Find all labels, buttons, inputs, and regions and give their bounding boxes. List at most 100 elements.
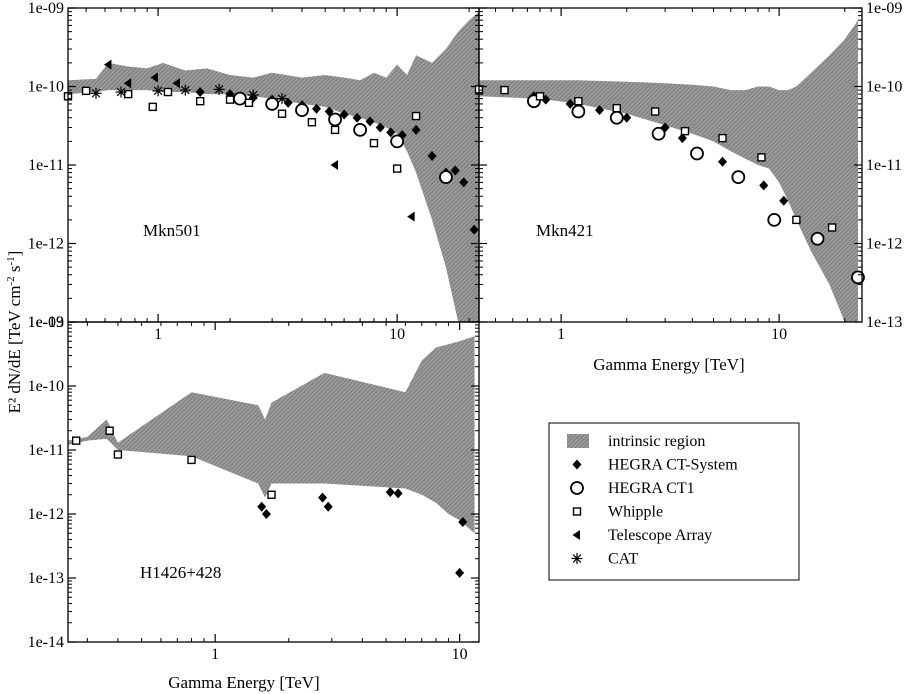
panel-label: Mkn501 bbox=[143, 221, 201, 240]
point-diamond bbox=[318, 492, 328, 503]
point-diamond bbox=[450, 165, 460, 176]
point-circle bbox=[353, 122, 368, 137]
y-tick-label: 1e-10 bbox=[28, 79, 64, 96]
point-circle bbox=[439, 170, 453, 185]
y-tick-label: 1e-12 bbox=[28, 506, 64, 523]
point-diamond bbox=[427, 151, 437, 162]
point-triangle-left bbox=[150, 72, 158, 83]
point-diamond bbox=[339, 109, 349, 120]
point-diamond bbox=[622, 112, 632, 123]
point-diamond bbox=[261, 509, 271, 519]
point-diamond bbox=[595, 105, 605, 116]
point-square bbox=[500, 85, 509, 95]
point-square bbox=[163, 87, 173, 97]
legend-marker-circle bbox=[570, 481, 584, 495]
x-tick-label: 1 bbox=[211, 646, 219, 663]
y-tick-label: 1e-10 bbox=[866, 79, 902, 96]
point-diamond bbox=[312, 103, 322, 114]
point-square bbox=[124, 89, 133, 99]
point-diamond bbox=[677, 133, 687, 144]
legend-swatch-band bbox=[567, 434, 589, 448]
y-tick-label: 1e-12 bbox=[28, 236, 64, 253]
point-square bbox=[187, 455, 196, 465]
point-square bbox=[535, 92, 545, 101]
legend-label: HEGRA CT-System bbox=[608, 457, 738, 474]
y-tick-label: 1e-10 bbox=[28, 378, 64, 395]
point-circle bbox=[295, 103, 309, 118]
legend-marker-triangle-left bbox=[572, 530, 580, 540]
point-square bbox=[148, 102, 157, 112]
point-triangle-left bbox=[407, 211, 415, 222]
point-circle bbox=[233, 91, 247, 106]
x-tick-label: 10 bbox=[452, 646, 468, 663]
point-diamond bbox=[565, 98, 575, 109]
y-tick-label: 1e-14 bbox=[28, 634, 64, 651]
point-diamond bbox=[718, 156, 728, 167]
point-asterisk bbox=[276, 93, 288, 105]
plot-frame bbox=[67, 321, 480, 643]
x-tick-label: 10 bbox=[389, 326, 405, 343]
panel-label: Mkn421 bbox=[536, 221, 594, 240]
point-asterisk bbox=[115, 86, 127, 98]
intrinsic-region-band bbox=[68, 11, 479, 322]
y-tick-label: 1e-09 bbox=[28, 314, 64, 331]
y-tick-label: 1e-09 bbox=[28, 0, 64, 17]
point-circle bbox=[571, 104, 586, 119]
legend-label: CAT bbox=[608, 551, 638, 568]
legend: intrinsic region HEGRA CT-System HEGRA CT1… bbox=[548, 422, 800, 581]
y-tick-label: 1e-11 bbox=[28, 157, 64, 174]
x-tick-label: 10 bbox=[771, 326, 787, 343]
x-tick-label: 1 bbox=[557, 326, 565, 343]
intrinsic-region-band bbox=[479, 20, 858, 322]
point-diamond bbox=[283, 97, 293, 108]
point-diamond bbox=[469, 224, 479, 235]
point-square bbox=[757, 153, 766, 162]
point-triangle-left bbox=[103, 59, 112, 70]
legend-box bbox=[548, 422, 800, 581]
point-circle bbox=[767, 212, 782, 227]
legend-label: intrinsic region bbox=[608, 433, 705, 450]
panel-mkn501: 1e-09 1e-10 1e-11 1e-12 1e-13 1 10 Mkn501 bbox=[28, 0, 480, 343]
point-circle bbox=[390, 134, 405, 149]
point-square bbox=[612, 103, 621, 113]
point-square bbox=[113, 450, 123, 459]
point-circle bbox=[609, 110, 624, 125]
point-square bbox=[307, 118, 317, 127]
point-diamond bbox=[385, 487, 395, 498]
point-square bbox=[225, 95, 235, 104]
point-diamond bbox=[375, 122, 385, 133]
point-asterisk bbox=[152, 85, 164, 97]
point-circle bbox=[651, 126, 666, 141]
legend-label: HEGRA CT1 bbox=[608, 480, 695, 497]
x-tick-label: 1 bbox=[154, 326, 162, 343]
point-square bbox=[718, 133, 727, 143]
y-axis-title: E² dN/dE [TeV cm-2 s-1] bbox=[5, 251, 24, 414]
x-axis-title-top-right: Gamma Energy [TeV] bbox=[593, 355, 744, 374]
y-tick-label: 1e-09 bbox=[866, 0, 902, 17]
legend-label: Whipple bbox=[608, 504, 663, 521]
point-asterisk bbox=[213, 83, 225, 95]
panel-h1426: 1e-09 1e-10 1e-11 1e-12 1e-13 1e-14 1 10 H1426+4… bbox=[28, 314, 480, 663]
point-diamond bbox=[195, 87, 205, 98]
point-circle bbox=[265, 97, 280, 111]
x-axis-title-bottom-left: Gamma Energy [TeV] bbox=[168, 673, 319, 692]
point-square bbox=[81, 86, 91, 96]
point-triangle-left bbox=[330, 160, 339, 170]
intrinsic-region-band bbox=[68, 336, 475, 534]
point-asterisk bbox=[247, 89, 259, 101]
y-tick-label: 1e-13 bbox=[28, 314, 64, 331]
point-diamond bbox=[393, 488, 403, 499]
point-square bbox=[392, 164, 402, 173]
point-circle bbox=[690, 146, 704, 161]
point-square bbox=[71, 436, 81, 445]
point-diamond bbox=[365, 116, 375, 127]
point-circle bbox=[328, 112, 342, 127]
point-square bbox=[277, 109, 287, 118]
point-diamond bbox=[352, 112, 362, 123]
point-triangle-left bbox=[123, 78, 132, 89]
point-square bbox=[244, 98, 254, 107]
point-diamond bbox=[759, 180, 769, 191]
point-asterisk bbox=[90, 87, 102, 99]
point-square bbox=[680, 126, 690, 136]
point-square bbox=[195, 96, 205, 106]
